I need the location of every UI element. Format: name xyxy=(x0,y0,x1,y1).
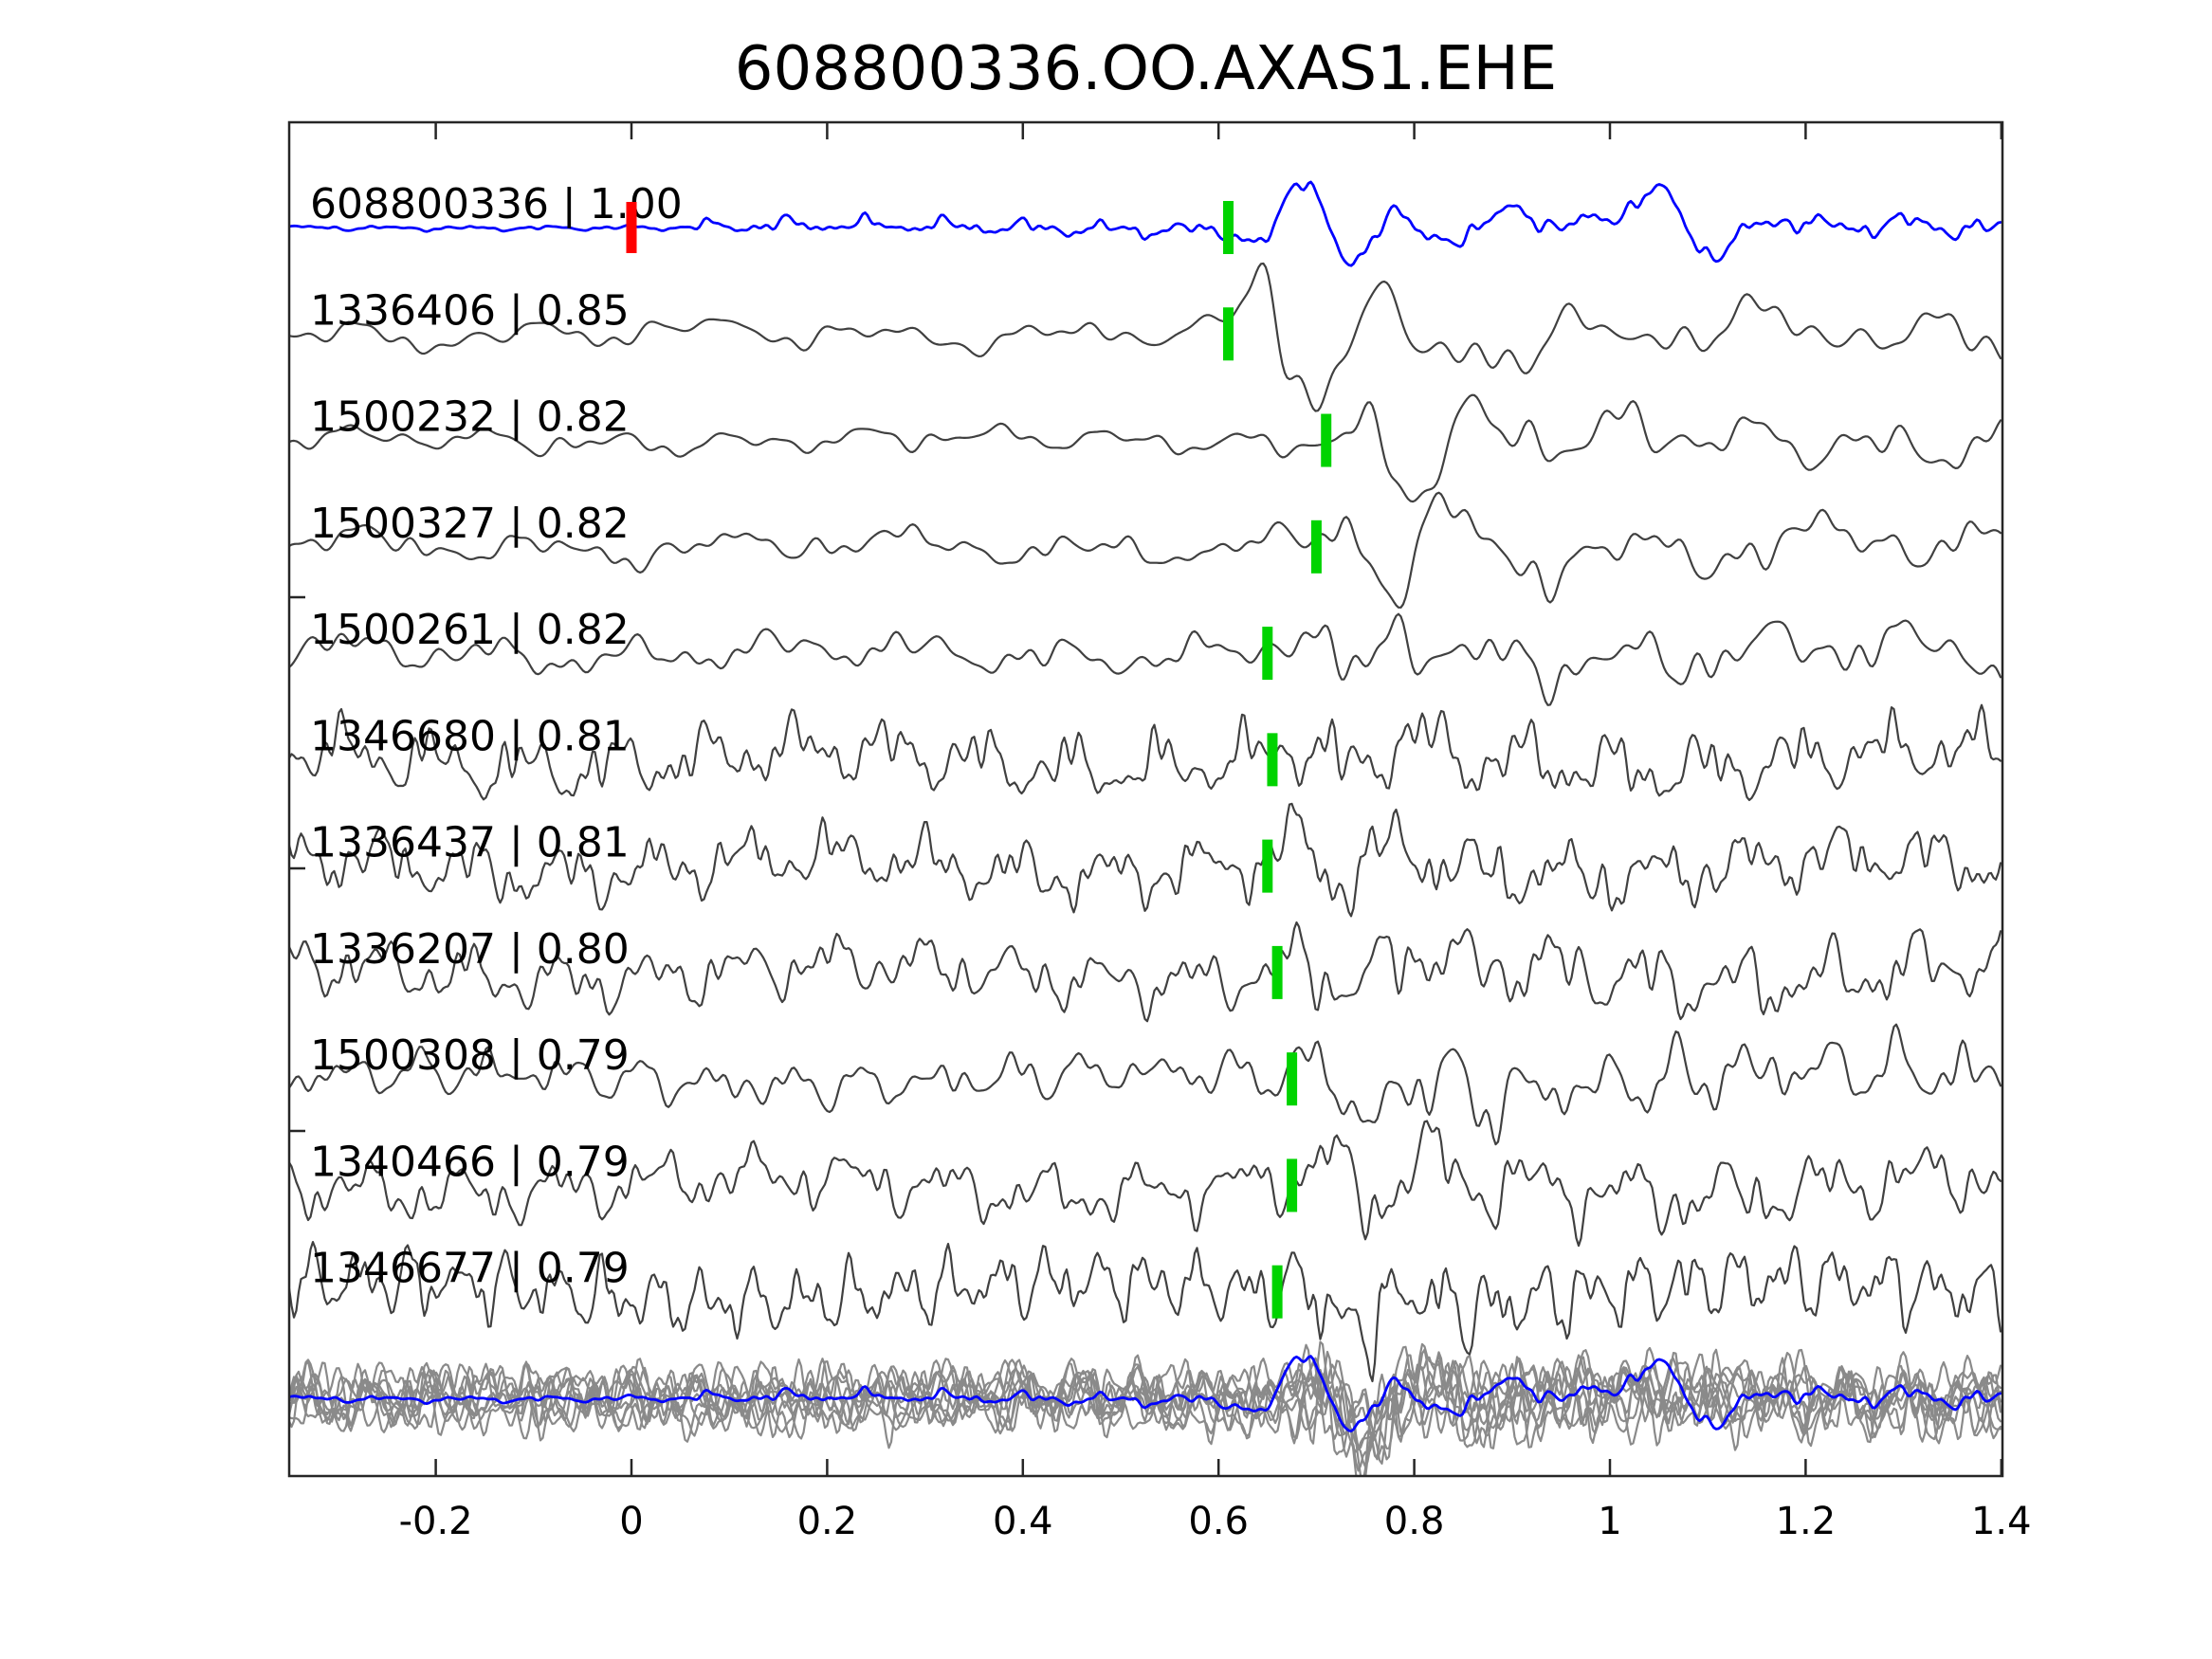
waveform-trace-1500308 xyxy=(289,1023,2002,1146)
waveform-trace-1500232 xyxy=(289,393,2002,503)
pick-marker-1500308 xyxy=(1287,1052,1298,1106)
waveform-trace-1346680 xyxy=(289,703,2002,802)
pick-marker-608800336 xyxy=(1223,201,1234,254)
pick-marker-1340466 xyxy=(1287,1158,1298,1212)
stack-gray-trace xyxy=(289,1351,2002,1461)
waveform-trace-1500261 xyxy=(289,612,2002,706)
pick-marker-1336437 xyxy=(1262,839,1273,893)
pick-marker-1500261 xyxy=(1262,627,1273,681)
pick-marker-1336406 xyxy=(1223,307,1234,361)
trace-label-1336437: 1336437 | 0.81 xyxy=(310,819,630,867)
template-marker-608800336 xyxy=(626,202,637,253)
waveform-trace-1336437 xyxy=(289,802,2002,918)
waveform-trace-1336406 xyxy=(289,262,2002,412)
x-tick-label-1.2: 1.2 xyxy=(1776,1500,1837,1543)
stack-template-trace xyxy=(289,1355,2002,1432)
waveform-trace-1336207 xyxy=(289,921,2002,1023)
trace-label-1336207: 1336207 | 0.80 xyxy=(310,925,630,974)
x-tick-label-0: 0 xyxy=(619,1500,643,1543)
trace-label-1500327: 1500327 | 0.82 xyxy=(310,500,630,548)
x-tick-label-1.4: 1.4 xyxy=(1971,1500,2032,1543)
x-tick-label-1: 1 xyxy=(1598,1500,1621,1543)
pick-marker-1346677 xyxy=(1271,1265,1283,1319)
pick-marker-1336207 xyxy=(1271,945,1283,999)
stack-gray-trace xyxy=(289,1348,2002,1476)
waveform-trace-1346677 xyxy=(289,1240,2002,1383)
waveform-trace-608800336 xyxy=(289,180,2002,267)
plot-frame xyxy=(287,120,2004,1478)
pick-marker-1346680 xyxy=(1267,733,1278,787)
stack-gray-trace xyxy=(289,1355,2002,1456)
pick-marker-1500232 xyxy=(1321,413,1332,467)
trace-label-1500308: 1500308 | 0.79 xyxy=(310,1031,630,1080)
stack-gray-trace xyxy=(289,1357,2002,1472)
x-tick-label-0.8: 0.8 xyxy=(1384,1500,1445,1543)
x-tick-label-0.4: 0.4 xyxy=(993,1500,1053,1543)
trace-label-1346680: 1346680 | 0.81 xyxy=(310,712,630,760)
axis-ticks xyxy=(289,122,2003,1476)
waveform-trace-1500327 xyxy=(289,491,2002,609)
stacked-traces xyxy=(289,1340,2002,1476)
trace-area xyxy=(289,180,2002,1476)
x-tick-label--0.2: -0.2 xyxy=(399,1500,473,1543)
trace-label-1336406: 1336406 | 0.85 xyxy=(310,286,630,335)
trace-label-608800336: 608800336 | 1.00 xyxy=(310,180,683,228)
trace-label-1346677: 1346677 | 0.79 xyxy=(310,1245,630,1293)
pick-marker-1500327 xyxy=(1310,520,1322,574)
trace-label-1500232: 1500232 | 0.82 xyxy=(310,393,630,442)
x-tick-label-0.2: 0.2 xyxy=(797,1500,858,1543)
waveform-trace-1340466 xyxy=(289,1120,2002,1248)
trace-label-1500261: 1500261 | 0.82 xyxy=(310,606,630,654)
trace-label-1340466: 1340466 | 0.79 xyxy=(310,1138,630,1186)
x-tick-label-0.6: 0.6 xyxy=(1188,1500,1249,1543)
figure-title: 608800336.OO.AXAS1.EHE xyxy=(734,34,1558,104)
